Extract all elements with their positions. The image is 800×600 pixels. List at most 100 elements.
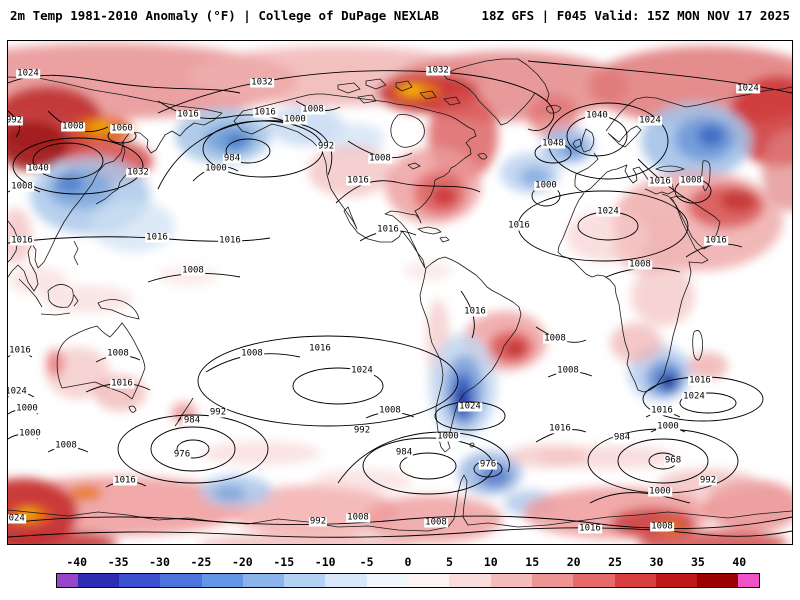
contour-label: 992 — [352, 425, 372, 436]
contour-label: 1048 — [541, 138, 565, 149]
contour-label: 1032 — [426, 65, 450, 76]
world-map: 1024 1032 1032 1024 992 1008 1060 1016 1016 1000 1… — [7, 40, 793, 545]
contour-label-layer: 1024 1032 1032 1024 992 1008 1060 1016 1016 1000 1… — [8, 41, 792, 544]
colorbar-tick-label: -5 — [359, 555, 374, 569]
contour-label: 1008 — [10, 181, 34, 192]
map-title: 2m Temp 1981-2010 Anomaly (°F) | College… — [10, 8, 439, 23]
contour-label: 1040 — [26, 163, 50, 174]
colorbar-tick-label: -10 — [314, 555, 336, 569]
contour-label: 1000 — [204, 163, 228, 174]
contour-label: 992 — [8, 116, 24, 126]
contour-label: 1016 — [688, 375, 712, 386]
colorbar-tick-row: -40 -35 -30 -25 -20 -15 -10 -5 0 5 10 15 20 25 30 35 40 — [56, 555, 760, 569]
contour-label: 984 — [182, 415, 202, 426]
contour-label: 1000 — [534, 180, 558, 191]
colorbar-tick-label: -20 — [231, 555, 253, 569]
colorbar-tick-label: -15 — [273, 555, 295, 569]
colorbar-tick-label: -25 — [190, 555, 212, 569]
world-map-graphic — [8, 43, 792, 544]
contour-label: 1008 — [54, 440, 78, 451]
colorbar-tick-label: 15 — [525, 555, 540, 569]
header: 2m Temp 1981-2010 Anomaly (°F) | College… — [0, 0, 800, 30]
colorbar-segment — [490, 574, 532, 587]
contour-label: 992 — [308, 516, 328, 527]
colorbar-segment — [325, 574, 367, 587]
colorbar-tick-label: 40 — [732, 555, 747, 569]
contour-label: 1008 — [650, 521, 674, 532]
contour-label: 1008 — [556, 365, 580, 376]
contour-label: 1016 — [145, 232, 169, 243]
contour-label: 992 — [316, 141, 336, 152]
colorbar-tick-label: -35 — [107, 555, 129, 569]
colorbar-segment — [531, 574, 574, 587]
coastlines — [8, 58, 792, 532]
contour-label: 1008 — [301, 104, 325, 115]
contour-label: 1024 — [8, 387, 28, 397]
contour-label: 1000 — [15, 403, 39, 414]
contour-label: 984 — [394, 447, 414, 458]
colorbar-tick-label: -40 — [66, 555, 88, 569]
colorbar-segment — [408, 574, 450, 587]
contour-label: 1016 — [376, 224, 400, 235]
colorbar-segment — [201, 574, 243, 587]
contour-label: 1008 — [543, 333, 567, 344]
colorbar-scale — [56, 573, 760, 588]
contour-label: 1000 — [283, 114, 307, 125]
contour-label: 1008 — [61, 121, 85, 132]
contour-label: 1024 — [736, 83, 760, 94]
colorbar-segment — [284, 574, 326, 587]
contour-label: 1008 — [679, 175, 703, 186]
contour-label: 1024 — [16, 68, 40, 79]
contour-label: 984 — [222, 153, 242, 164]
colorbar: -40 -35 -30 -25 -20 -15 -10 -5 0 5 10 15 20 25 30 35 40 — [0, 547, 800, 599]
contour-label: 1008 — [240, 348, 264, 359]
colorbar-tick-label: 25 — [608, 555, 622, 569]
contour-label: 1016 — [650, 405, 674, 416]
contour-label: 1016 — [253, 107, 277, 118]
contour-label: 1016 — [10, 235, 34, 246]
contour-label: 1024 — [8, 514, 26, 524]
colorbar-segment — [77, 574, 119, 587]
colorbar-segment — [573, 574, 615, 587]
contour-label: 1016 — [648, 176, 672, 187]
colorbar-segment — [655, 574, 698, 587]
contour-label: 1008 — [181, 265, 205, 276]
contour-label: 1000 — [436, 431, 460, 442]
contour-label: 1060 — [110, 123, 134, 134]
contour-label: 984 — [612, 432, 632, 443]
colorbar-segment — [366, 574, 409, 587]
contour-label: 1008 — [424, 517, 448, 528]
contour-label: 1024 — [458, 401, 482, 412]
contour-label: 968 — [663, 455, 683, 466]
colorbar-tick-label: -30 — [149, 555, 170, 569]
contour-label: 1024 — [596, 206, 620, 217]
colorbar-segment — [118, 574, 161, 587]
colorbar-tick-label: 20 — [566, 555, 581, 569]
contour-label: 1016 — [110, 378, 134, 389]
colorbar-tick-label: 0 — [404, 555, 412, 569]
colorbar-segment — [738, 574, 760, 587]
colorbar-segment — [449, 574, 491, 587]
contour-label: 1024 — [682, 391, 706, 402]
contour-label: 1008 — [106, 348, 130, 359]
contour-label: 1016 — [346, 175, 370, 186]
contour-label: 1016 — [578, 523, 602, 534]
contour-label: 1016 — [176, 109, 200, 120]
contour-label: 1008 — [368, 153, 392, 164]
contour-label: 1000 — [648, 486, 672, 497]
contour-label: 1008 — [346, 512, 370, 523]
colorbar-segment — [160, 574, 202, 587]
contour-label: 1016 — [548, 423, 572, 434]
colorbar-segment — [697, 574, 739, 587]
contour-label: 1008 — [628, 259, 652, 270]
colorbar-tick-label: 30 — [649, 555, 664, 569]
colorbar-tick-label: 5 — [445, 555, 453, 569]
colorbar-tick-label: 10 — [483, 555, 498, 569]
contour-label: 1024 — [350, 365, 374, 376]
contour-label: 1032 — [126, 167, 150, 178]
contour-label: 1016 — [308, 343, 332, 354]
colorbar-tick-label: 35 — [690, 555, 705, 569]
contour-label: 992 — [698, 475, 718, 486]
contour-label: 992 — [208, 407, 228, 418]
